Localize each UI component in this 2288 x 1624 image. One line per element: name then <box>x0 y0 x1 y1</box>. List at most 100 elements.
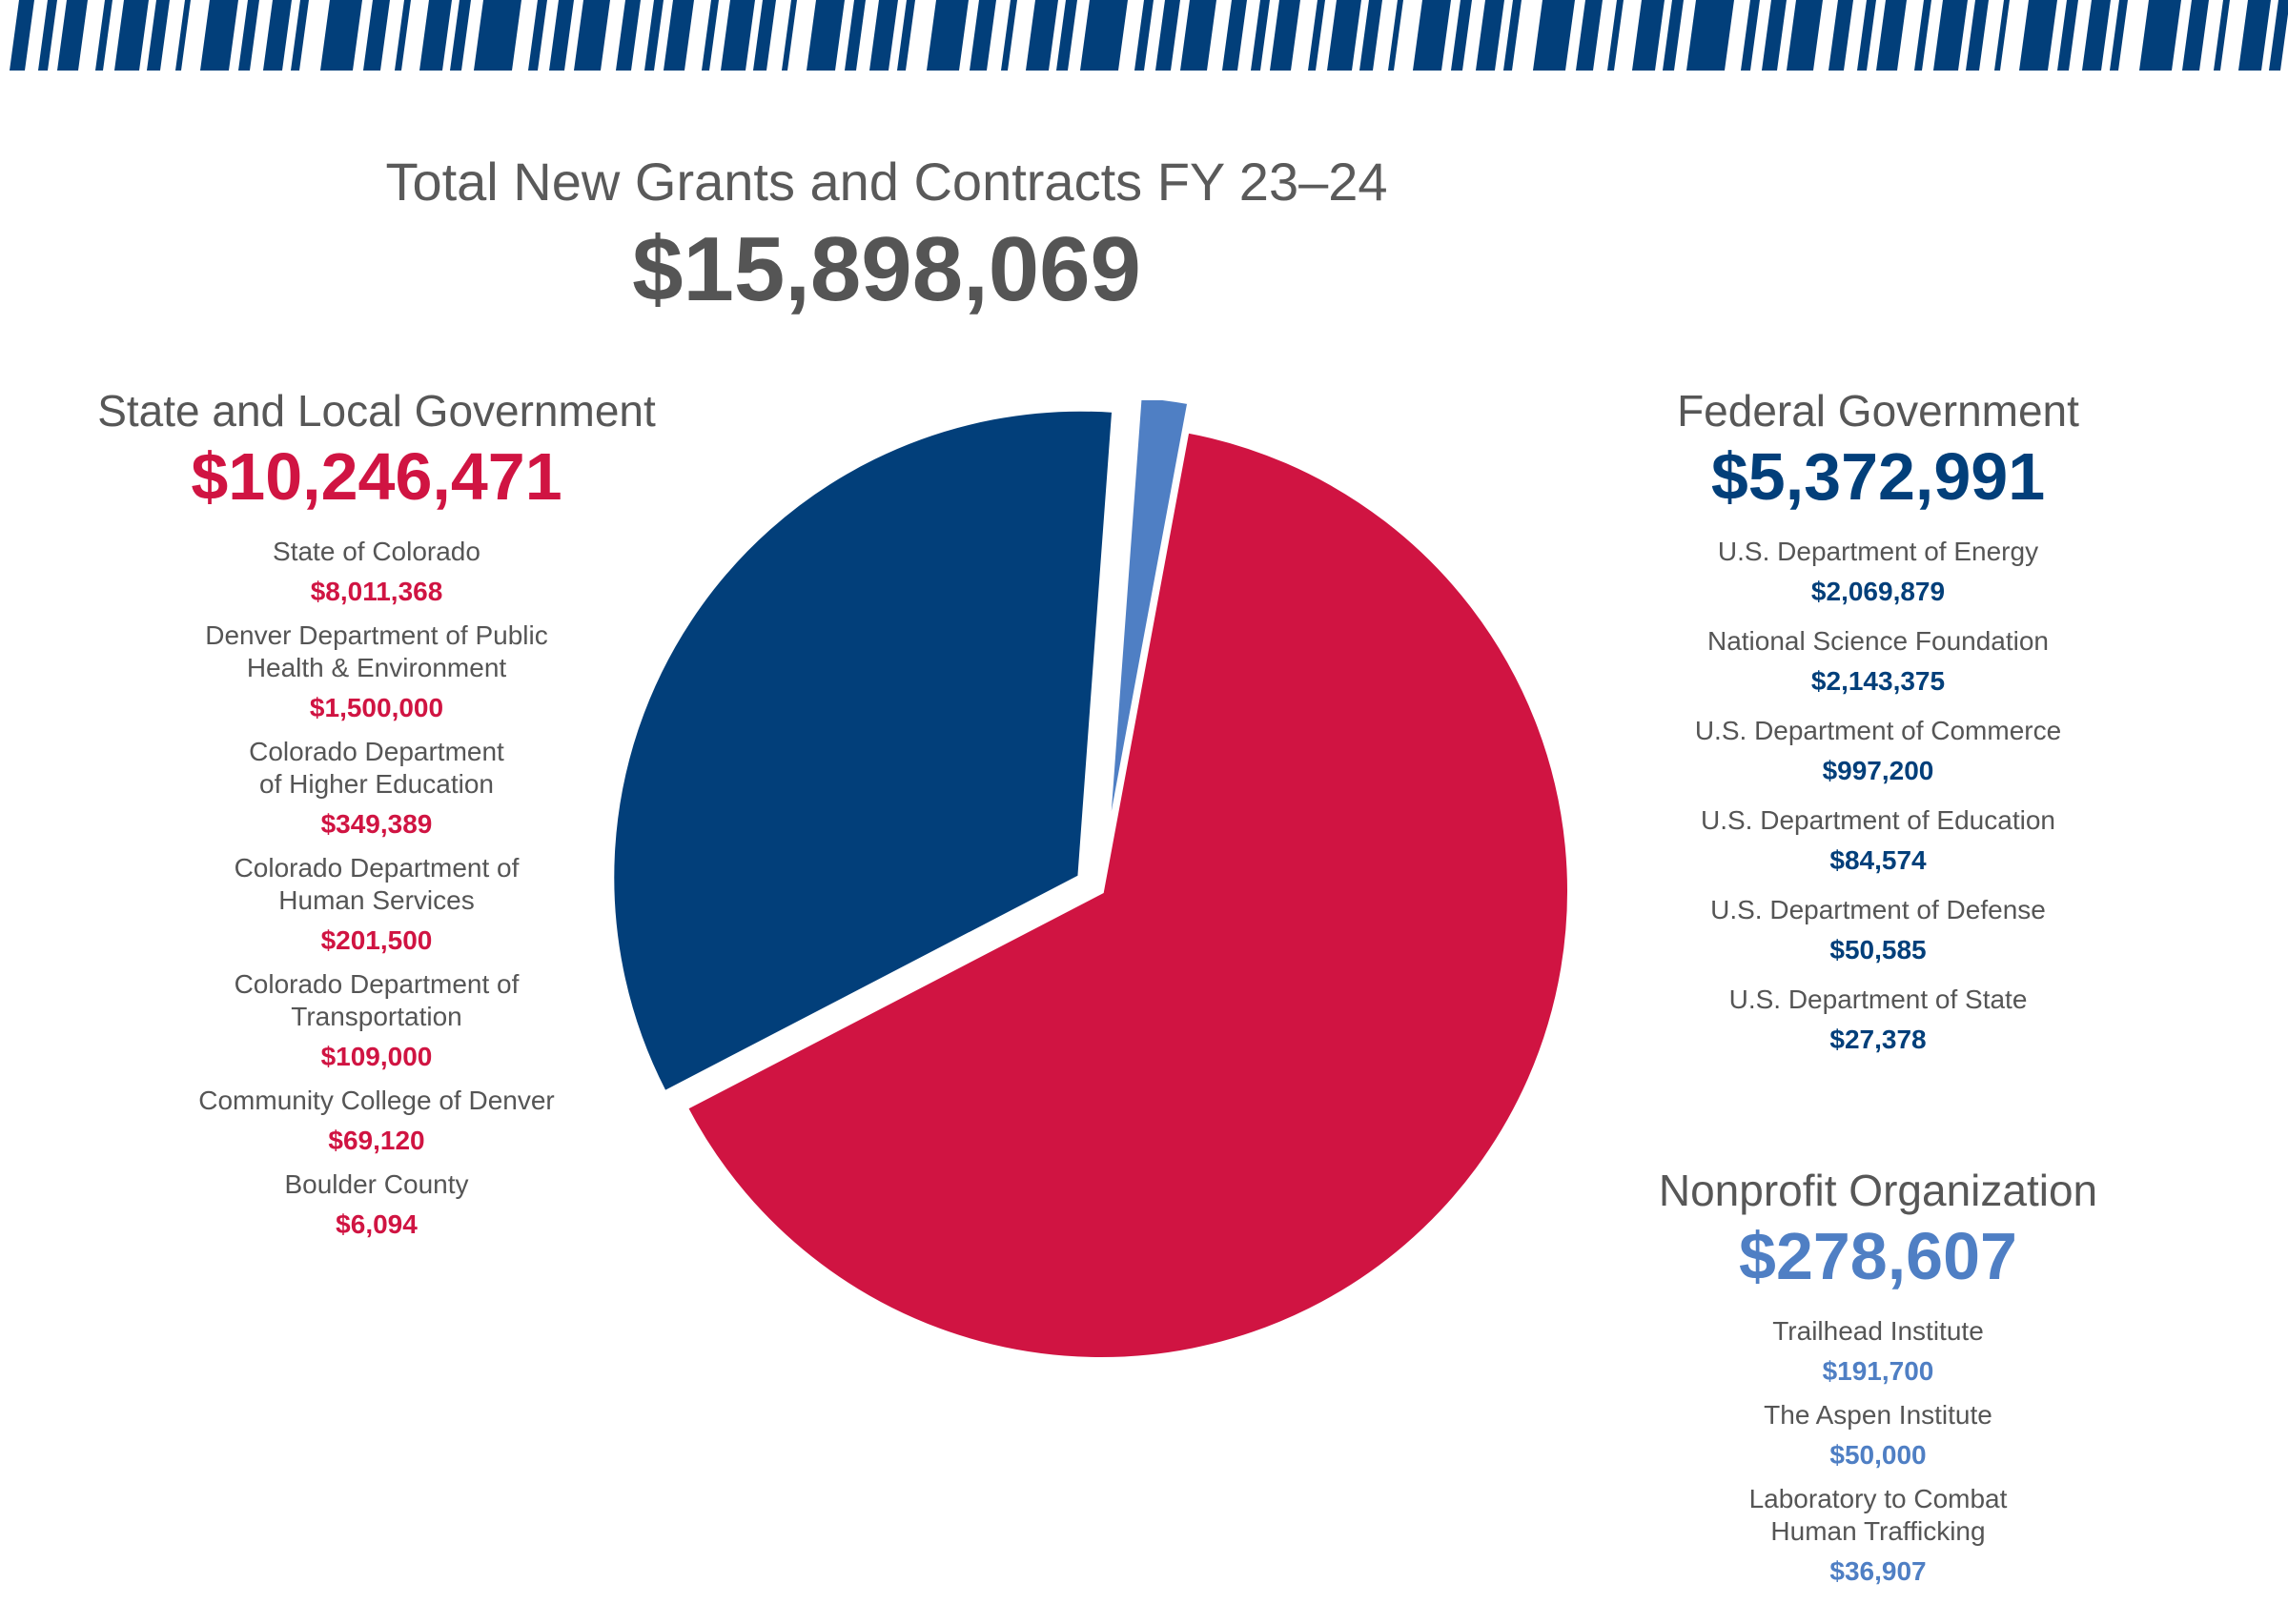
stripe <box>1503 0 1522 71</box>
pie-chart <box>610 400 1573 1363</box>
state-item-value: $1,500,000 <box>309 693 444 722</box>
state-item-value: $8,011,368 <box>310 577 443 606</box>
stripe <box>175 0 191 71</box>
stripe <box>1359 0 1382 71</box>
nonprofit-list: Trailhead Institute $191,700 The Aspen Ins… <box>1583 1315 2174 1588</box>
state-local-group: State and Local Government $10,246,471 S… <box>38 385 715 1252</box>
stripe <box>1134 0 1154 71</box>
stripe <box>57 0 88 71</box>
state-item-name: Colorado Department of Transportation <box>234 969 520 1031</box>
state-item-value: $69,120 <box>328 1126 425 1155</box>
federal-item-value: $997,200 <box>1822 756 1934 785</box>
stripe <box>114 0 149 71</box>
federal-group: Federal Government $5,372,991 U.S. Depar… <box>1583 385 2174 1073</box>
nonprofit-item-value: $50,000 <box>1829 1440 1927 1470</box>
state-local-amount: $10,246,471 <box>191 439 562 514</box>
stripe <box>2082 0 2111 71</box>
decorative-stripe-bar <box>10 0 2288 71</box>
stripe <box>549 0 574 71</box>
stripe <box>1222 0 1247 71</box>
stripe <box>1632 0 1665 71</box>
pie-slice-federal <box>610 405 1118 1098</box>
state-item-value: $6,094 <box>336 1209 418 1239</box>
state-item-name: Denver Department of Public Health & Env… <box>205 620 548 682</box>
nonprofit-amount: $278,607 <box>1739 1219 2017 1293</box>
stripe <box>644 0 664 71</box>
stripe <box>2110 0 2128 71</box>
stripe <box>363 0 390 71</box>
pie-slice-state-local <box>681 426 1573 1363</box>
stripe <box>1607 0 1624 71</box>
stripe <box>1533 0 1575 71</box>
federal-item-name: National Science Foundation <box>1706 626 2049 656</box>
stripe <box>1994 0 2010 71</box>
stripe <box>2182 0 2209 71</box>
federal-item-value: $2,069,879 <box>1810 577 1946 606</box>
nonprofit-group: Nonprofit Organization $278,607 Trailhea… <box>1583 1165 2174 1599</box>
stripe <box>2269 0 2288 71</box>
nonprofit-item-name: The Aspen Institute <box>1764 1400 1992 1430</box>
page-title: Total New Grants and Contracts FY 23–24 <box>385 152 1388 212</box>
stripe <box>1308 0 1325 71</box>
state-item-name: Community College of Denver <box>198 1086 555 1115</box>
stripe <box>419 0 452 71</box>
stripe <box>1933 0 1968 71</box>
state-item-name: Colorado Department of Higher Education <box>249 737 504 799</box>
stripe <box>1966 0 1989 71</box>
stripe <box>2214 0 2230 71</box>
stripe <box>1327 0 1361 71</box>
stripe <box>1026 0 1058 71</box>
stripe <box>869 0 898 71</box>
stripe <box>702 0 719 71</box>
stripe <box>1388 0 1403 71</box>
stripe <box>2238 0 2271 71</box>
stripe <box>1413 0 1451 71</box>
federal-item-value: $27,378 <box>1829 1025 1927 1054</box>
federal-item-name: U.S. Department of Energy <box>1717 537 2039 566</box>
stripe <box>845 0 866 71</box>
nonprofit-item-name: Laboratory to Combat Human Trafficking <box>1748 1484 2008 1546</box>
nonprofit-item-name: Trailhead Institute <box>1772 1316 1984 1346</box>
stripe <box>1155 0 1180 71</box>
stripe <box>927 0 969 71</box>
stripe <box>664 0 694 71</box>
stripe <box>147 0 170 71</box>
stripe <box>1741 0 1760 71</box>
stripe <box>616 0 641 71</box>
federal-item-name: U.S. Department of State <box>1728 985 2028 1014</box>
state-item-name: Colorado Department of Human Services <box>234 853 520 915</box>
stripe <box>897 0 915 71</box>
nonprofit-item-value: $36,907 <box>1829 1556 1927 1586</box>
stripe <box>1914 0 1931 71</box>
state-local-title: State and Local Government <box>97 386 656 436</box>
state-item-value: $109,000 <box>320 1042 433 1071</box>
federal-amount: $5,372,991 <box>1710 439 2046 514</box>
stripe <box>1576 0 1603 71</box>
stripe <box>200 0 238 71</box>
stripe <box>807 0 845 71</box>
nonprofit-title: Nonprofit Organization <box>1658 1166 2098 1215</box>
stripe <box>528 0 547 71</box>
stripe <box>574 0 610 71</box>
stripe <box>320 0 362 71</box>
stripe <box>1251 0 1270 71</box>
state-item-name: State of Colorado <box>273 537 480 566</box>
federal-item-value: $50,585 <box>1829 935 1927 964</box>
stripe <box>10 0 34 71</box>
state-item-value: $349,389 <box>320 809 433 839</box>
nonprofit-item-value: $191,700 <box>1822 1356 1934 1386</box>
stripe <box>395 0 411 71</box>
federal-title: Federal Government <box>1677 386 2079 436</box>
stripe <box>1762 0 1787 71</box>
state-item-name: Boulder County <box>284 1169 469 1199</box>
stripe <box>1857 0 1876 71</box>
federal-list: U.S. Department of Energy $2,069,879 Natio… <box>1583 536 2174 1056</box>
state-local-list: State of Colorado $8,011,368 Denver Depart… <box>38 536 715 1241</box>
stripe <box>1180 0 1216 71</box>
stripe <box>753 0 776 71</box>
stripe <box>1080 0 1128 71</box>
stripe <box>238 0 259 71</box>
stripe <box>1828 0 1853 71</box>
federal-item-value: $84,574 <box>1829 845 1927 875</box>
total-amount: $15,898,069 <box>632 218 1141 320</box>
